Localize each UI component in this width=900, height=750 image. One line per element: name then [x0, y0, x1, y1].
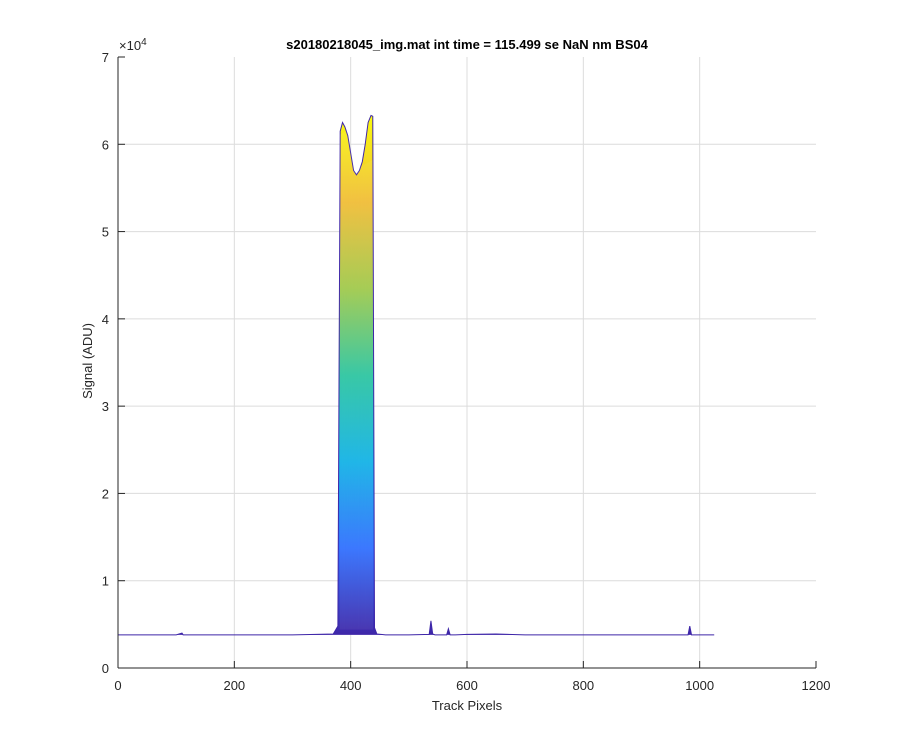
- y-tick-label: 0: [102, 661, 109, 676]
- y-tick-label: 5: [102, 225, 109, 240]
- x-tick-label: 800: [572, 678, 594, 693]
- x-tick-label: 0: [114, 678, 121, 693]
- y-exponent-base: ×10: [119, 38, 141, 53]
- series-line: [118, 114, 715, 636]
- y-axis-exponent: ×104: [119, 37, 147, 53]
- chart-title: s20180218045_img.mat int time = 115.499 …: [286, 37, 648, 52]
- y-tick-label: 3: [102, 399, 109, 414]
- y-tick-label: 6: [102, 137, 109, 152]
- x-tick-label: 400: [340, 678, 362, 693]
- x-tick-label: 1000: [685, 678, 714, 693]
- x-tick-label: 1200: [802, 678, 831, 693]
- y-exponent-power: 4: [141, 37, 147, 48]
- y-tick-label: 2: [102, 486, 109, 501]
- y-axis-label: Signal (ADU): [80, 323, 95, 399]
- y-tick-label: 1: [102, 574, 109, 589]
- series-area: [118, 115, 715, 635]
- x-tick-label: 200: [223, 678, 245, 693]
- x-axis-label: Track Pixels: [432, 698, 503, 713]
- y-tick-label: 4: [102, 312, 109, 327]
- y-tick-label: 7: [102, 50, 109, 65]
- x-tick-label: 600: [456, 678, 478, 693]
